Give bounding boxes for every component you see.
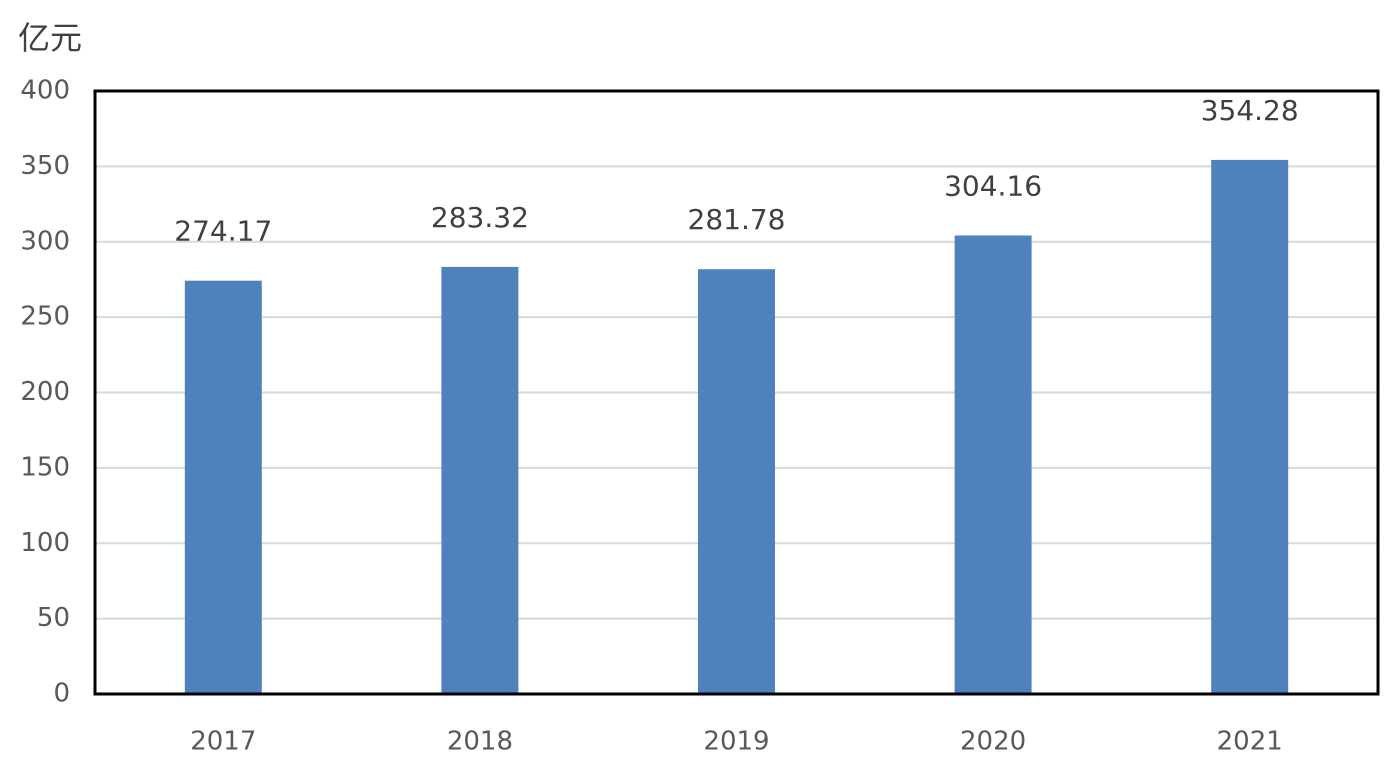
x-tick-label: 2017 bbox=[190, 727, 256, 757]
x-tick-label: 2019 bbox=[703, 727, 769, 757]
plot-border bbox=[93, 89, 1380, 696]
y-tick-label: 300 bbox=[20, 226, 70, 256]
y-tick-label: 50 bbox=[37, 603, 70, 633]
x-tick-label: 2020 bbox=[960, 727, 1026, 757]
y-tick-label: 150 bbox=[20, 452, 70, 482]
x-tick-label: 2021 bbox=[1217, 727, 1283, 757]
data-label: 283.32 bbox=[431, 201, 529, 234]
bar bbox=[954, 235, 1032, 694]
y-axis-label: 亿元 bbox=[18, 19, 82, 57]
bar bbox=[1211, 159, 1289, 694]
y-tick-label: 100 bbox=[20, 528, 70, 558]
data-label: 304.16 bbox=[944, 169, 1042, 202]
data-label: 274.17 bbox=[174, 215, 272, 248]
bar bbox=[441, 266, 519, 694]
bar bbox=[184, 280, 262, 694]
bar bbox=[698, 269, 775, 694]
y-tick-label: 250 bbox=[20, 302, 70, 332]
x-tick-label: 2018 bbox=[447, 727, 513, 757]
y-tick-label: 0 bbox=[53, 679, 70, 709]
y-tick-label: 200 bbox=[20, 377, 70, 407]
data-label: 281.78 bbox=[688, 203, 786, 236]
y-tick-label: 400 bbox=[20, 76, 70, 106]
y-tick-label: 350 bbox=[20, 151, 70, 181]
data-label: 354.28 bbox=[1201, 94, 1299, 127]
